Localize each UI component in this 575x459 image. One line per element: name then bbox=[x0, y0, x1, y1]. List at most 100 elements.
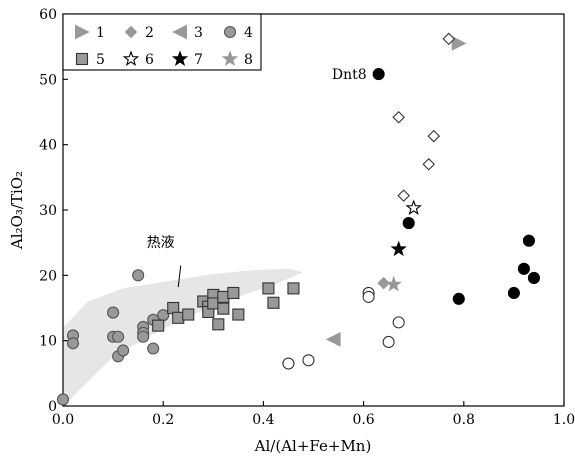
series-4 bbox=[282, 286, 405, 370]
x-tick-label: 0.0 bbox=[52, 412, 74, 428]
data-point bbox=[232, 308, 245, 321]
data-point bbox=[451, 36, 467, 51]
data-point bbox=[157, 309, 170, 322]
x-tick-label: 0.4 bbox=[252, 412, 274, 428]
data-point bbox=[527, 271, 540, 284]
data-point bbox=[452, 292, 465, 305]
plot-frame bbox=[62, 13, 565, 407]
series-2 bbox=[377, 276, 390, 290]
x-tick-label: 0.2 bbox=[152, 412, 174, 428]
series-2 bbox=[392, 32, 456, 202]
legend-item: 8 bbox=[221, 50, 253, 68]
y-tick-label: 60 bbox=[39, 7, 57, 23]
legend-marker bbox=[172, 24, 188, 40]
x-tick-label: 0.6 bbox=[352, 412, 374, 428]
points-layer bbox=[56, 32, 540, 406]
data-point bbox=[517, 262, 530, 275]
legend-marker bbox=[221, 50, 239, 66]
legend-item: 4 bbox=[223, 25, 253, 41]
x-axis-label: Al/(Al+Fe+Mn) bbox=[254, 437, 372, 455]
x-tick-label: 0.8 bbox=[453, 412, 475, 428]
y-tick-label: 20 bbox=[39, 268, 57, 284]
data-point bbox=[402, 217, 415, 230]
data-point bbox=[377, 276, 390, 290]
data-point bbox=[372, 68, 385, 81]
legend-item: 1 bbox=[74, 24, 105, 41]
region-label: 热液 bbox=[147, 235, 175, 251]
legend-label: 8 bbox=[244, 52, 253, 68]
legend-marker bbox=[74, 24, 90, 40]
data-point bbox=[217, 290, 230, 303]
legend-marker bbox=[171, 50, 189, 66]
point-annotation: Dnt8 bbox=[332, 67, 367, 83]
data-point bbox=[172, 311, 185, 324]
region-layer: 热液 bbox=[63, 235, 304, 406]
data-point bbox=[397, 189, 410, 202]
legend-label: 4 bbox=[244, 25, 253, 41]
data-point bbox=[302, 354, 315, 367]
data-point bbox=[56, 393, 70, 406]
series-6 bbox=[405, 199, 422, 215]
legend-item: 7 bbox=[171, 50, 203, 68]
data-point bbox=[427, 129, 441, 143]
axes-layer bbox=[62, 13, 565, 407]
legend: 1 2 3 4 5 6 7 8 bbox=[62, 13, 262, 71]
data-point bbox=[212, 318, 225, 331]
legend-item: 2 bbox=[124, 25, 154, 41]
annotations-layer: Dnt8 bbox=[332, 67, 367, 83]
data-point bbox=[137, 330, 150, 343]
series-1 bbox=[451, 36, 467, 51]
data-point bbox=[522, 234, 535, 247]
y-axis-label: Al₂O₃/TiO₂ bbox=[8, 171, 26, 250]
legend-marker bbox=[223, 25, 237, 39]
data-point bbox=[405, 199, 422, 215]
data-point bbox=[390, 240, 407, 257]
legend-marker bbox=[124, 25, 138, 39]
data-point bbox=[152, 319, 165, 332]
y-tick-label: 50 bbox=[39, 72, 57, 88]
data-point bbox=[392, 316, 405, 329]
y-tick-label: 30 bbox=[39, 203, 57, 219]
ticks-layer: 0.0 0.2 0.4 0.6 0.8 1.0 0 10 20 30 40 50 60 bbox=[39, 7, 575, 428]
data-point bbox=[262, 282, 275, 295]
series-3 bbox=[325, 331, 341, 347]
legend-label: 7 bbox=[194, 52, 203, 68]
legend-item: 3 bbox=[172, 24, 203, 41]
data-point bbox=[362, 290, 375, 303]
data-point bbox=[107, 306, 120, 319]
data-point bbox=[382, 335, 395, 349]
x-tick-label: 1.0 bbox=[553, 412, 575, 428]
legend-item: 5 bbox=[75, 52, 105, 68]
series-4 bbox=[372, 68, 540, 305]
data-point bbox=[422, 157, 436, 171]
data-point bbox=[217, 302, 230, 315]
legend-label: 5 bbox=[96, 52, 105, 68]
data-point bbox=[66, 337, 80, 350]
series-7 bbox=[390, 240, 407, 257]
legend-label: 3 bbox=[194, 25, 203, 41]
y-tick-label: 0 bbox=[48, 399, 57, 415]
data-point bbox=[282, 357, 295, 370]
y-tick-label: 10 bbox=[39, 334, 57, 350]
data-point bbox=[182, 308, 195, 321]
data-point bbox=[287, 282, 300, 295]
data-point bbox=[112, 330, 125, 343]
legend-label: 1 bbox=[96, 25, 105, 41]
data-point bbox=[227, 286, 240, 300]
data-point bbox=[392, 110, 405, 124]
series-8 bbox=[385, 275, 402, 292]
data-point bbox=[117, 344, 130, 357]
data-point bbox=[442, 32, 456, 46]
hydrothermal-region bbox=[63, 268, 304, 406]
y-tick-label: 40 bbox=[39, 138, 57, 154]
legend-marker bbox=[75, 52, 89, 66]
data-point bbox=[132, 269, 145, 282]
legend-label: 2 bbox=[145, 25, 154, 41]
data-point bbox=[507, 286, 520, 300]
series-5 bbox=[152, 282, 300, 332]
region-label-leader bbox=[177, 265, 182, 288]
data-point bbox=[325, 331, 341, 347]
data-point bbox=[147, 342, 160, 355]
legend-label: 6 bbox=[145, 52, 154, 68]
